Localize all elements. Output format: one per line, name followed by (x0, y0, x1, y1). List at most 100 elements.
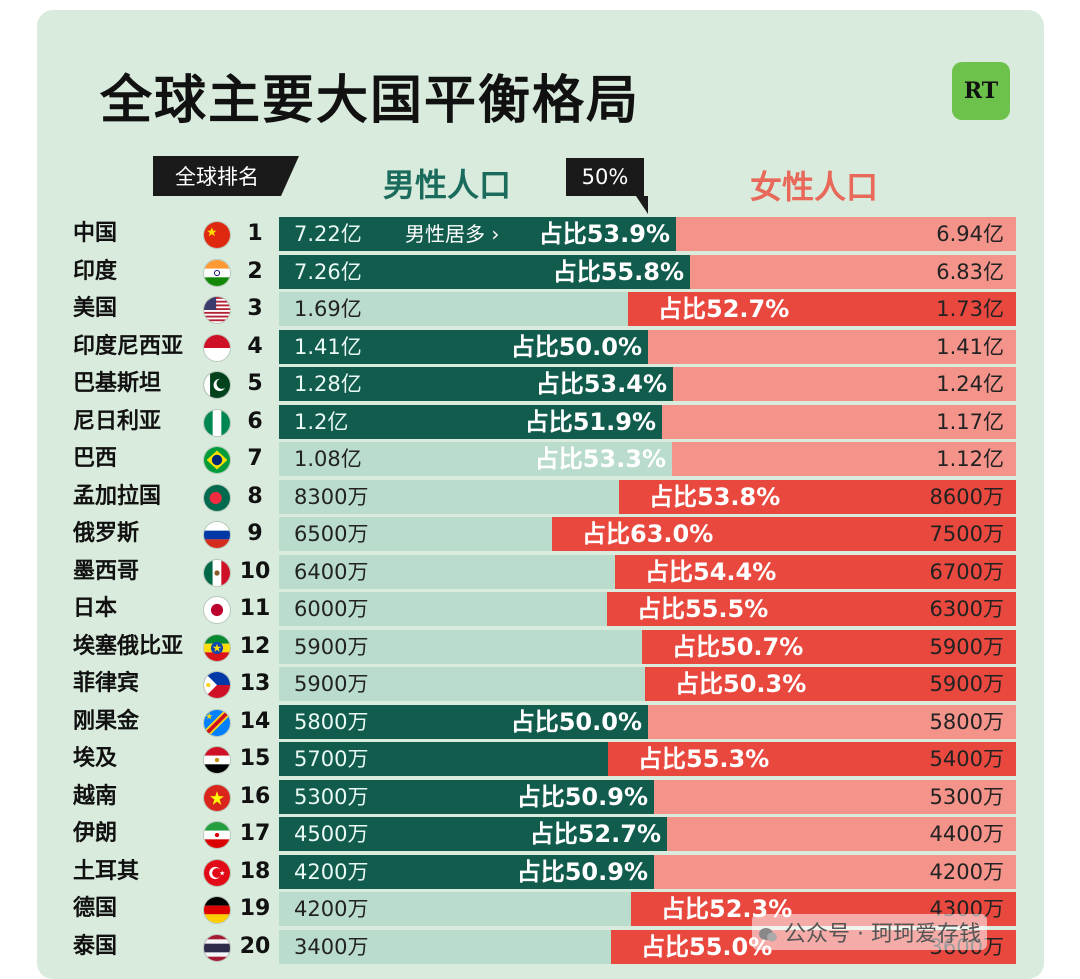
female-bar (690, 254, 1016, 289)
country-name: 日本 (73, 596, 118, 621)
rank-number: 20 (239, 933, 271, 959)
country-name: 印度尼西亚 (73, 333, 184, 359)
female-value: 1.73亿 (936, 297, 1004, 321)
ratio-bar (279, 404, 1016, 439)
rank-number: 1 (247, 221, 263, 246)
country-name: 中国 (73, 221, 118, 246)
share-label: 占比55.0% (641, 932, 773, 961)
share-label: 占比53.3% (534, 445, 666, 473)
male-bar (279, 592, 607, 626)
table-row: 越南 16 5300万 5300万 占比50.9% (0, 779, 1080, 814)
share-label: 占比55.8% (552, 257, 684, 286)
country-name: 俄罗斯 (73, 521, 140, 546)
share-label: 占比55.3% (638, 745, 770, 773)
country-name: 泰国 (73, 933, 118, 959)
rank-number: 4 (247, 333, 263, 359)
table-row: 巴基斯坦 5 1.28亿 1.24亿 占比53.4% (0, 367, 1080, 401)
country-name: 墨西哥 (73, 558, 140, 584)
share-label: 占比54.4% (645, 557, 777, 586)
male-bar (279, 517, 552, 551)
vietnam-flag-icon (203, 783, 231, 812)
share-label: 占比51.9% (524, 407, 656, 436)
rank-number: 16 (239, 783, 271, 809)
turkey-flag-icon (203, 858, 231, 887)
rank-column-label: 全球排名 (153, 156, 299, 196)
male-bar (279, 479, 619, 514)
female-value: 5800万 (929, 709, 1004, 734)
share-label: 占比50.9% (516, 857, 648, 886)
male-value: 5300万 (294, 784, 369, 809)
share-label: 占比50.9% (516, 782, 648, 811)
table-row: 刚果金 14 5800万 5800万 占比50.0% (0, 704, 1080, 739)
female-value: 5300万 (929, 784, 1004, 809)
india-flag-icon (203, 258, 231, 287)
male-bar (279, 892, 631, 926)
drc-flag-icon (203, 708, 231, 737)
female-value: 1.12亿 (936, 447, 1004, 471)
male-bar (279, 367, 673, 401)
female-bar (654, 854, 1016, 889)
country-name: 埃及 (73, 746, 118, 771)
female-value: 6300万 (929, 597, 1004, 621)
female-bar (607, 592, 1016, 626)
thailand-flag-icon (203, 933, 231, 962)
male-population-header: 男性人口 (383, 166, 512, 204)
share-label: 占比52.7% (529, 820, 661, 848)
wechat-icon (759, 928, 777, 942)
share-label: 占比53.8% (649, 482, 781, 511)
ratio-bar (279, 854, 1016, 889)
ratio-bar (279, 367, 1016, 401)
female-bar (608, 742, 1016, 776)
female-value: 1.17亿 (936, 409, 1004, 434)
male-bar (279, 217, 676, 251)
japan-flag-icon (203, 596, 231, 624)
watermark-text: 公众号 · 珂珂爱存钱 (784, 922, 981, 947)
country-name: 伊朗 (73, 821, 118, 846)
ratio-bar (279, 254, 1016, 289)
usa-flag-icon (203, 296, 231, 324)
male-bar (279, 742, 608, 776)
rank-number: 19 (239, 896, 271, 921)
male-value: 4200万 (294, 897, 369, 921)
ratio-bar (279, 742, 1016, 776)
ratio-bar (279, 517, 1016, 551)
male-value: 6500万 (294, 522, 369, 546)
female-value: 7500万 (929, 522, 1004, 546)
rank-number: 15 (239, 746, 271, 771)
male-bar (279, 254, 690, 289)
table-row: 土耳其 18 4200万 4200万 占比50.9% (0, 854, 1080, 889)
female-bar (648, 329, 1016, 364)
rank-number: 3 (247, 296, 263, 321)
female-bar (676, 217, 1016, 251)
female-value: 6.94亿 (936, 222, 1004, 246)
share-label: 占比53.4% (535, 370, 667, 398)
rank-number: 13 (239, 671, 271, 696)
male-value: 7.26亿 (294, 259, 362, 284)
male-value: 1.2亿 (294, 409, 349, 434)
ratio-bar (279, 629, 1016, 664)
table-row: 埃塞俄比亚 12 5900万 5900万 占比50.7% (0, 629, 1080, 664)
table-row: 埃及 15 5700万 5400万 占比55.3% (0, 742, 1080, 776)
table-row: 俄罗斯 9 6500万 7500万 占比63.0% (0, 517, 1080, 551)
midline-label: 50% (566, 158, 648, 214)
female-value: 5900万 (929, 634, 1004, 659)
rank-number: 9 (247, 521, 263, 546)
male-bar (279, 442, 672, 476)
table-row: 印度 2 7.26亿 6.83亿 占比55.8% (0, 254, 1080, 289)
rank-number: 5 (247, 371, 263, 396)
pakistan-flag-icon (203, 371, 231, 399)
rank-number: 11 (239, 596, 271, 621)
table-row: 日本 11 6000万 6300万 占比55.5% (0, 592, 1080, 626)
male-value: 1.69亿 (294, 297, 362, 321)
male-value: 6400万 (294, 559, 369, 584)
rank-number: 7 (247, 446, 263, 471)
male-value: 5900万 (294, 672, 369, 696)
country-name: 越南 (73, 783, 118, 809)
russia-flag-icon (203, 521, 231, 549)
philippines-flag-icon (203, 671, 231, 699)
female-value: 6700万 (929, 559, 1004, 584)
ratio-bar (279, 704, 1016, 739)
female-value: 5900万 (929, 672, 1004, 696)
male-bar (279, 554, 615, 589)
rank-number: 10 (239, 558, 271, 584)
